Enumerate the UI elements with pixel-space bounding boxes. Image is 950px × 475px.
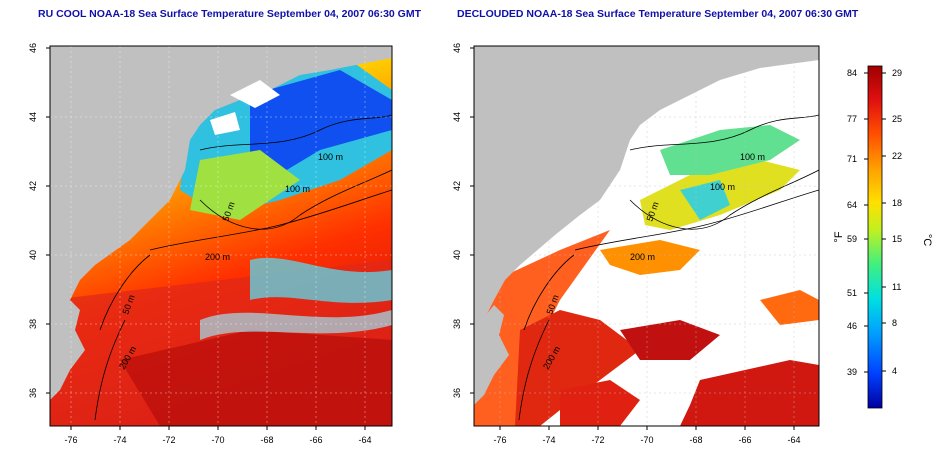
colorbar (867, 65, 883, 409)
left-y-tick: 36 (28, 388, 38, 398)
c-tick: 11 (892, 282, 901, 292)
c-tick: 15 (892, 234, 902, 244)
c-tick: 22 (892, 151, 902, 161)
c-tick: 29 (892, 68, 902, 78)
colorbar-c-ticks: 29 25 22 18 15 11 8 4 (882, 68, 902, 376)
f-tick: 51 (847, 288, 857, 298)
right-map (474, 46, 819, 426)
right-contour-label-4: 200 m (630, 252, 655, 262)
right-x-tick: -74 (542, 435, 555, 445)
left-x-tick: -68 (260, 435, 273, 445)
right-x-tick: -70 (640, 435, 653, 445)
c-tick: 18 (892, 198, 902, 208)
left-x-tick: -74 (113, 435, 126, 445)
colorbar-f-unit: °F (833, 231, 845, 242)
f-tick: 71 (847, 154, 857, 164)
right-y-axis: 46 44 42 40 38 36 (452, 43, 474, 398)
left-map (50, 46, 392, 426)
left-map-title: RU COOL NOAA-18 Sea Surface Temperature … (38, 8, 422, 20)
f-tick: 84 (847, 68, 857, 78)
left-y-tick: 38 (28, 319, 38, 329)
right-y-tick: 44 (452, 112, 462, 122)
left-contour-label-4: 200 m (205, 252, 230, 262)
right-x-tick: -68 (689, 435, 702, 445)
right-contour-label-2: 100 m (710, 182, 735, 192)
right-x-tick: -76 (493, 435, 506, 445)
colorbar-c-unit: °C (921, 234, 933, 246)
left-y-tick: 44 (28, 112, 38, 122)
f-tick: 77 (847, 114, 857, 124)
c-tick: 8 (892, 318, 897, 328)
c-tick: 25 (892, 114, 902, 124)
left-contour-label-2: 100 m (285, 184, 310, 194)
colorbar-f-ticks: 84 77 71 64 59 51 46 39 (847, 68, 868, 377)
right-x-tick: -72 (591, 435, 604, 445)
right-contour-label-1: 100 m (740, 152, 765, 162)
left-y-tick: 42 (28, 181, 38, 191)
right-y-tick: 40 (452, 250, 462, 260)
right-x-tick: -66 (738, 435, 751, 445)
right-y-tick: 42 (452, 181, 462, 191)
left-x-tick: -72 (162, 435, 175, 445)
left-x-tick: -76 (64, 435, 77, 445)
right-y-tick: 46 (452, 43, 462, 53)
f-tick: 64 (847, 200, 857, 210)
left-x-tick: -70 (211, 435, 224, 445)
f-tick: 59 (847, 234, 857, 244)
right-x-tick: -64 (787, 435, 800, 445)
right-x-axis: -76 -74 -72 -70 -68 -66 -64 (493, 426, 801, 445)
left-x-axis: -76 -74 -72 -70 -68 -66 -64 (64, 426, 372, 445)
left-x-tick: -64 (358, 435, 371, 445)
left-y-tick: 40 (28, 250, 38, 260)
c-tick: 4 (892, 366, 897, 376)
right-y-tick: 36 (452, 388, 462, 398)
left-y-tick: 46 (28, 43, 38, 53)
right-map-title: DECLOUDED NOAA-18 Sea Surface Temperatur… (457, 8, 859, 20)
left-x-tick: -66 (309, 435, 322, 445)
f-tick: 46 (847, 321, 857, 331)
f-tick: 39 (847, 367, 857, 377)
left-map-frame (49, 45, 393, 427)
right-y-tick: 38 (452, 319, 462, 329)
left-y-axis: 46 44 42 40 38 36 (28, 43, 50, 398)
left-contour-label-1: 100 m (318, 152, 343, 162)
